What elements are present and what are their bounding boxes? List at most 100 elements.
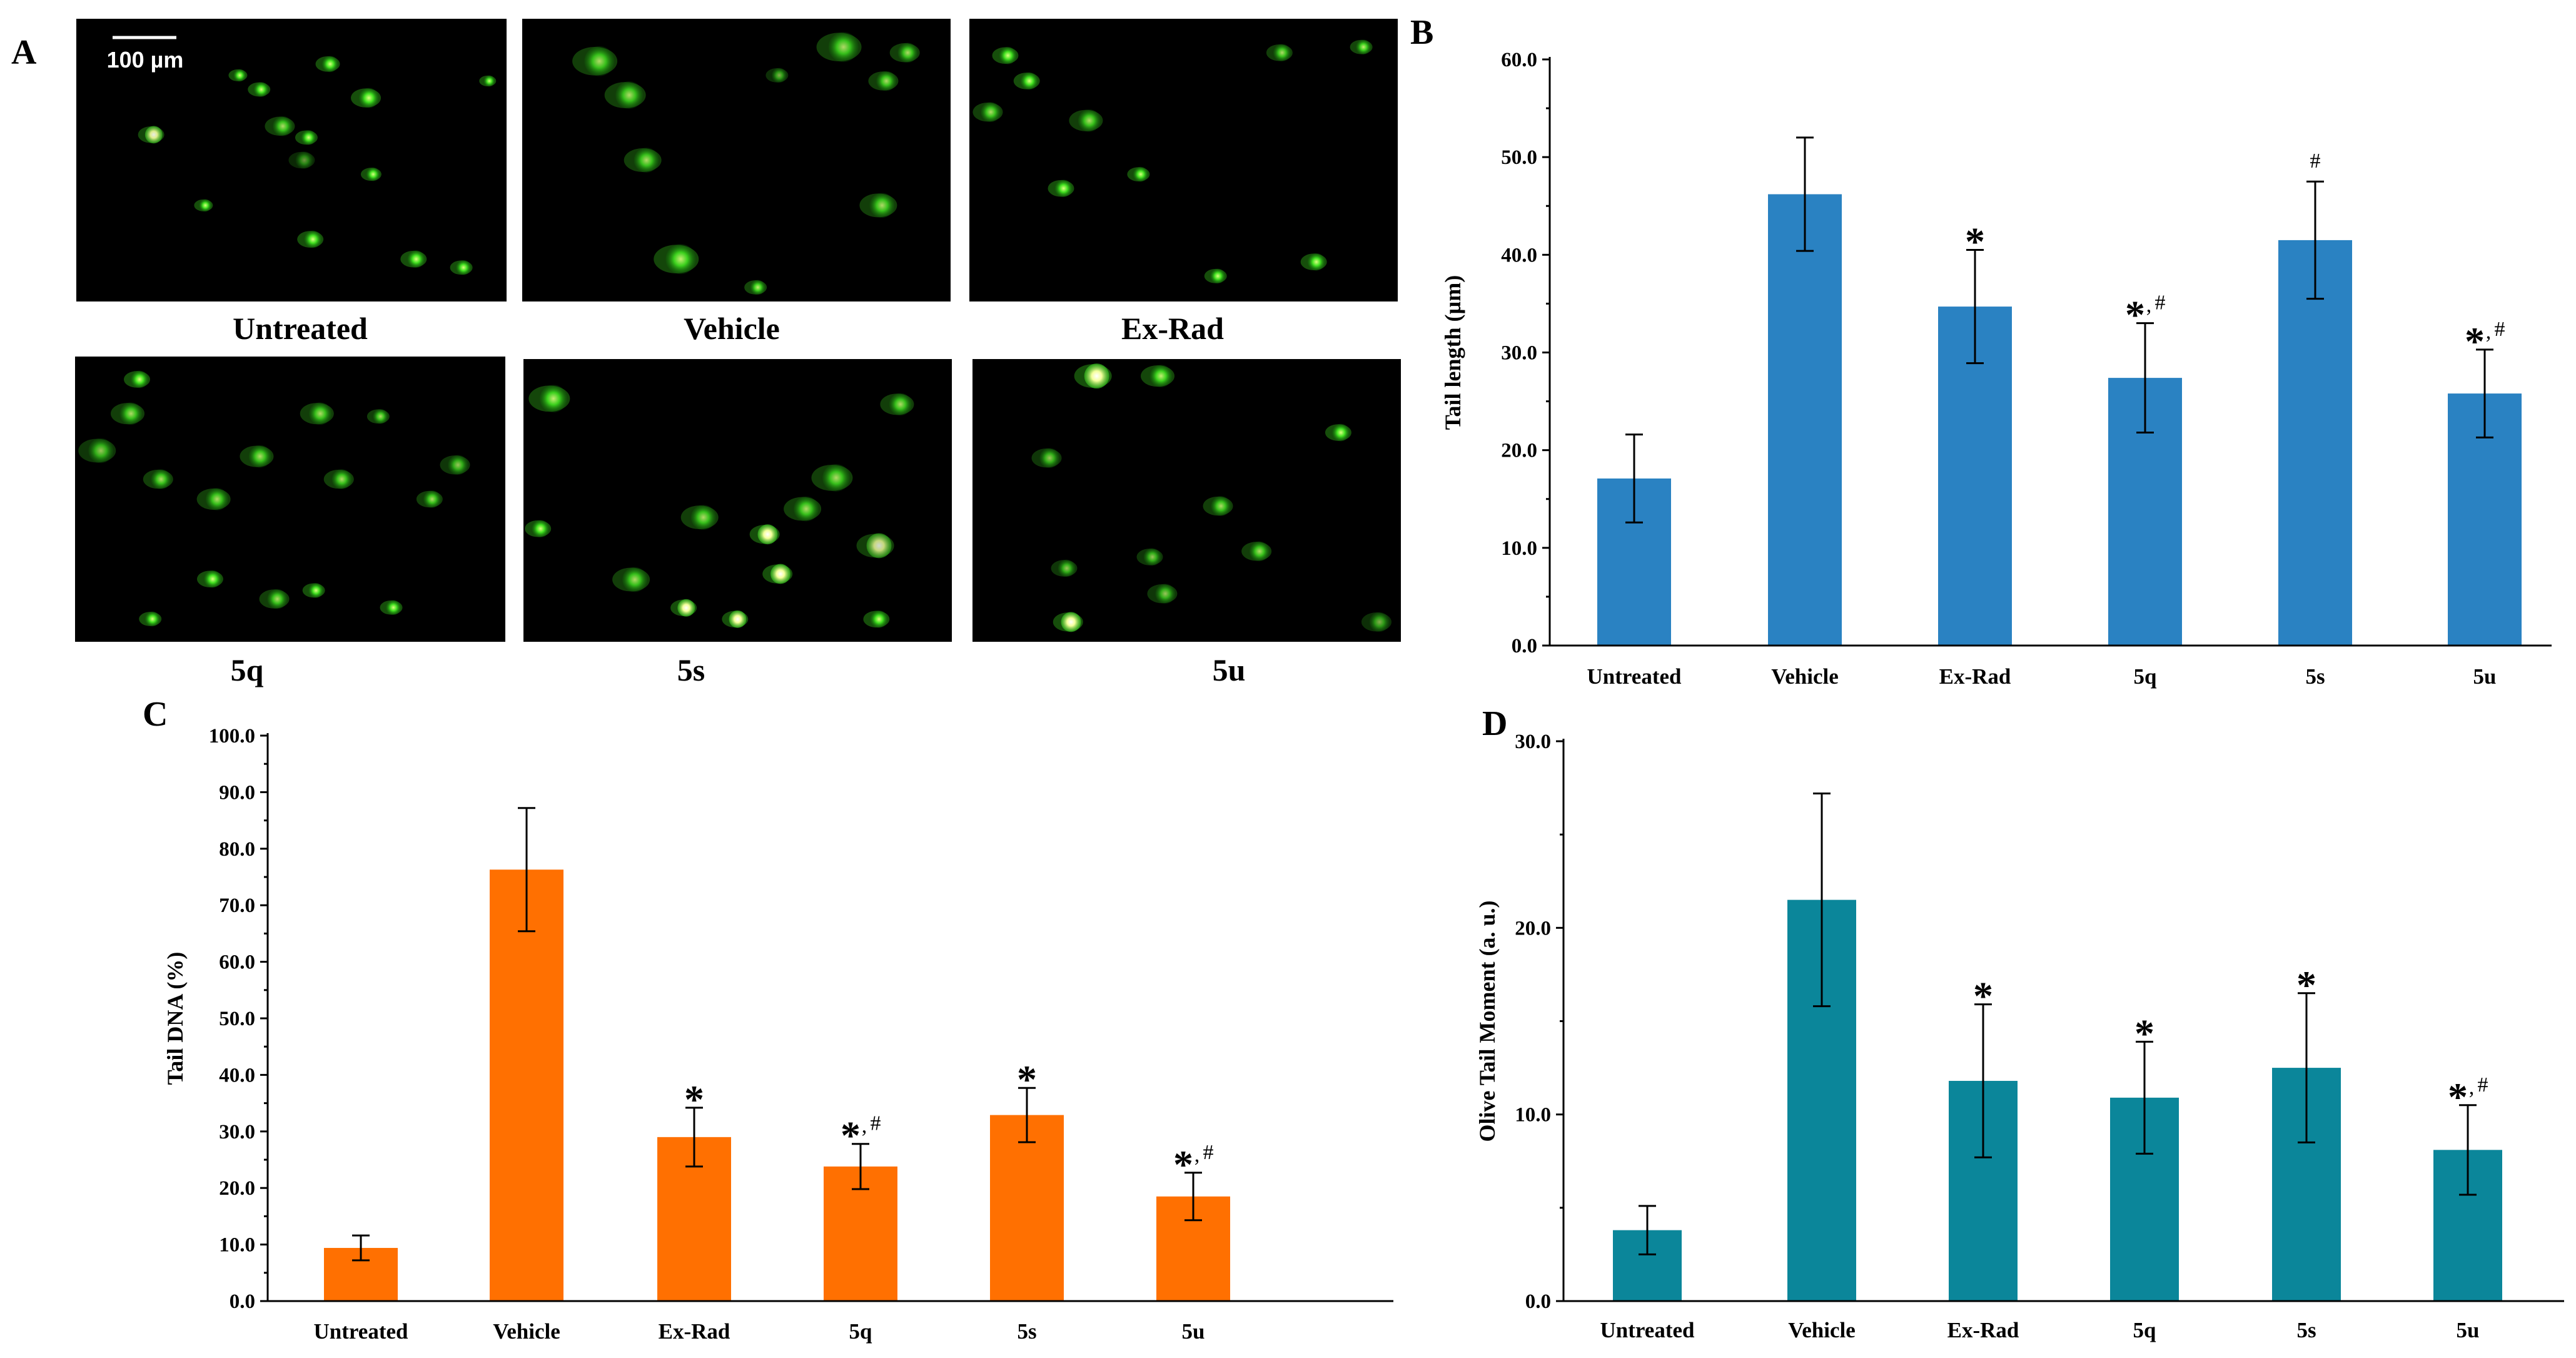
micrograph-grid: Untreated Vehicle Ex-Rad 5q 5s 5u 100 µm	[75, 19, 1401, 687]
bar-vehicle	[1768, 194, 1842, 646]
micrograph-frame	[76, 19, 507, 301]
y-tick-label: 20.0	[1515, 917, 1551, 940]
significance-separator: ,	[2146, 294, 2152, 317]
error-bar	[2298, 992, 2315, 1143]
error-bar	[2136, 1040, 2153, 1155]
significance-hash: #	[871, 1112, 881, 1135]
y-tick-label: 10.0	[1501, 537, 1537, 560]
x-tick-label: Ex-Rad	[1947, 1318, 2019, 1342]
comet-head	[1307, 253, 1325, 271]
significance-separator: ,	[2469, 1076, 2475, 1099]
comet-head	[331, 469, 352, 490]
significance-hash: #	[1203, 1141, 1214, 1164]
x-tick-label: 5s	[1017, 1319, 1036, 1344]
comet-head	[321, 56, 338, 73]
panel-letter-b: B	[1410, 13, 1433, 52]
micrograph-label: 5s	[677, 652, 705, 687]
significance-separator: ,	[1195, 1143, 1200, 1167]
comet-head	[1211, 496, 1231, 517]
x-tick-label: Untreated	[1587, 664, 1682, 689]
error-bar	[1974, 1003, 1992, 1158]
comet-head	[386, 600, 402, 616]
error-bar	[518, 807, 535, 933]
y-tick-label: 40.0	[219, 1064, 255, 1087]
comet-head	[1039, 448, 1060, 469]
error-bar	[1018, 1087, 1036, 1143]
comet-head	[88, 438, 114, 464]
micrograph-5q: 5q	[75, 357, 505, 687]
comet-head	[309, 402, 332, 425]
comet-head	[794, 496, 819, 522]
error-bar	[1639, 1205, 1656, 1255]
y-tick-label: 60.0	[219, 951, 255, 974]
bar-5s	[990, 1115, 1064, 1301]
micrograph-untreated: Untreated	[76, 19, 507, 346]
bar-vehicle	[490, 869, 563, 1301]
x-tick-label: 5s	[2305, 664, 2325, 689]
comet-head	[233, 69, 246, 82]
x-tick-label: 5q	[2133, 1318, 2157, 1342]
comet-head	[665, 244, 696, 275]
y-axis-title: Tail DNA (%)	[163, 952, 188, 1085]
x-tick-label: Untreated	[314, 1319, 409, 1344]
comet-head	[1061, 612, 1081, 632]
comet-head	[273, 116, 293, 136]
micrograph-label: Ex-Rad	[1121, 311, 1224, 346]
significance-star: *	[2134, 1011, 2154, 1055]
micrograph-label: Untreated	[233, 311, 368, 346]
comet-head	[301, 129, 316, 145]
comet-head	[131, 370, 149, 388]
comet-head	[828, 32, 859, 63]
chart-b-tail-length: Untreated Vehicle*Ex-Rad*, #5q#5s*, #5u0.01…	[1440, 49, 2552, 689]
comet-head	[770, 564, 790, 584]
y-axis-title: Tail length (µm)	[1440, 275, 1465, 430]
x-tick-label: Vehicle	[1771, 664, 1839, 689]
comet-head	[677, 599, 695, 617]
y-tick-label: 90.0	[219, 781, 255, 804]
x-tick-label: 5s	[2296, 1318, 2316, 1342]
comet-head	[1273, 44, 1291, 62]
comet-head	[295, 151, 313, 169]
comet-head	[584, 46, 615, 76]
micrograph-label: 5u	[1213, 652, 1246, 687]
y-tick-label: 30.0	[1515, 731, 1551, 753]
x-tick-label: Untreated	[1600, 1318, 1695, 1342]
comet-head	[772, 68, 787, 83]
significance-star: *	[2125, 293, 2145, 337]
significance-separator: ,	[862, 1115, 867, 1138]
error-bar	[2459, 1104, 2477, 1196]
comet-head	[634, 148, 659, 173]
error-bar	[1184, 1172, 1202, 1222]
comet-head	[248, 445, 271, 468]
significance-star: *	[2465, 319, 2485, 363]
comet-head	[690, 505, 716, 530]
comet-head	[897, 43, 918, 63]
y-tick-label: 20.0	[219, 1177, 255, 1200]
comet-head	[1356, 39, 1371, 55]
y-tick-label: 30.0	[219, 1121, 255, 1143]
x-tick-label: Ex-Rad	[659, 1319, 730, 1344]
micrograph-frame	[972, 359, 1401, 642]
comet-head	[199, 199, 212, 212]
comet-head	[144, 126, 163, 144]
significance-hash: #	[2155, 291, 2166, 315]
x-tick-label: Vehicle	[1788, 1318, 1856, 1342]
comet-head	[750, 280, 765, 295]
micrograph-5s: 5s	[523, 359, 952, 687]
y-tick-label: 20.0	[1501, 440, 1537, 462]
comet-head	[144, 611, 160, 627]
x-tick-label: 5u	[2473, 664, 2497, 689]
significance-star: *	[684, 1077, 704, 1122]
comet-head	[1054, 180, 1073, 198]
comet-head	[407, 250, 425, 268]
y-axis-title: Olive Tail Moment (a. u.)	[1475, 901, 1500, 1142]
panel-letter-a: A	[11, 33, 37, 72]
error-bar	[2476, 348, 2493, 438]
panel-letter-c: C	[143, 695, 168, 734]
comet-head	[889, 393, 912, 416]
scale-bar-label: 100 µm	[107, 47, 184, 73]
significance-star: *	[1965, 220, 1985, 264]
chart-d-olive-tail-moment: Untreated Vehicle * Ex-Rad * 5q * 5s *, #5u 0.0 10.…	[1475, 731, 2564, 1342]
comet-head	[1058, 559, 1076, 577]
